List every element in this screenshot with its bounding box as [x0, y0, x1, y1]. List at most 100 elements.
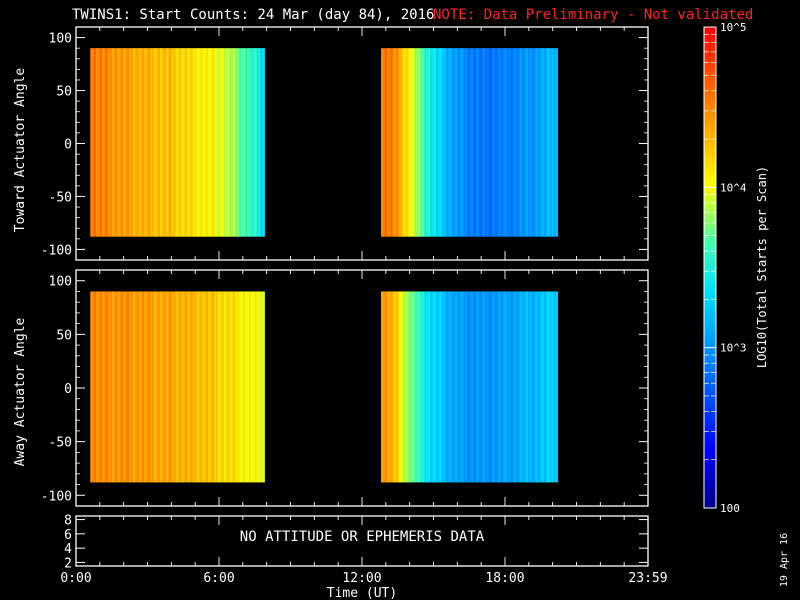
toward-cell: [148, 48, 151, 237]
toward-cell: [231, 48, 234, 237]
away-cell: [500, 291, 504, 483]
away-cell: [200, 291, 204, 483]
toward-cell: [545, 48, 549, 237]
away-cell: [512, 291, 515, 483]
toward-cell: [488, 48, 492, 237]
toward-cell: [469, 48, 472, 237]
away-cell: [175, 291, 178, 483]
away-cell: [555, 291, 559, 483]
toward-cell: [169, 48, 173, 237]
x-tick-label: 23:59: [628, 571, 667, 586]
away-cell: [522, 291, 525, 483]
away-cell: [396, 291, 400, 483]
away-cell: [404, 291, 408, 483]
toward-cell: [465, 48, 468, 237]
toward-cell: [221, 48, 225, 237]
away-cell: [514, 291, 517, 483]
toward-cell: [103, 48, 107, 237]
toward-cell: [132, 48, 136, 237]
away-cell: [430, 291, 433, 483]
away-cell: [428, 291, 431, 483]
away-cell: [138, 291, 142, 483]
colorbar-tick-label: 10^3: [720, 342, 747, 355]
away-cell: [479, 291, 482, 483]
toward-cell: [194, 48, 198, 237]
away-cell: [490, 291, 494, 483]
x-tick-label: 6:00: [203, 571, 234, 586]
toward-cell: [392, 48, 396, 237]
toward-segment-0: [90, 48, 265, 237]
away-cell: [258, 291, 262, 483]
toward-cell: [459, 48, 463, 237]
away-cell: [524, 291, 527, 483]
away-cell: [188, 291, 192, 483]
toward-cell: [518, 48, 521, 237]
away-cell: [416, 291, 419, 483]
toward-cell: [522, 48, 525, 237]
colorbar-tick-label: 10^5: [720, 21, 747, 34]
away-cell: [426, 291, 429, 483]
toward-cell: [241, 48, 244, 237]
toward-cell: [479, 48, 482, 237]
toward-cell: [243, 48, 246, 237]
toward-cell: [252, 48, 256, 237]
away-cell: [262, 291, 265, 483]
ephemeris-ytick-label: 2: [64, 556, 72, 571]
toward-cell: [451, 48, 455, 237]
toward-cell: [514, 48, 517, 237]
toward-cell: [111, 48, 115, 237]
away-cell: [183, 291, 186, 483]
away-cell: [433, 291, 437, 483]
away-cell: [235, 291, 238, 483]
toward-cell: [443, 48, 447, 237]
away-cell: [233, 291, 236, 483]
preliminary-note: NOTE: Data Preliminary - Not validated: [433, 7, 753, 23]
away-cell: [248, 291, 252, 483]
ephemeris-ytick-label: 6: [64, 528, 72, 543]
away-cell: [237, 291, 240, 483]
toward-cell: [128, 48, 132, 237]
toward-ytick-label: -50: [49, 190, 72, 205]
away-cell: [414, 291, 417, 483]
toward-cell: [424, 48, 427, 237]
toward-cell: [441, 48, 445, 237]
toward-cell: [494, 48, 498, 237]
toward-cell: [175, 48, 178, 237]
toward-cell: [150, 48, 153, 237]
toward-cell: [171, 48, 175, 237]
x-tick-label: 18:00: [485, 571, 524, 586]
away-cell: [244, 291, 248, 483]
toward-cell: [432, 48, 435, 237]
toward-cell: [412, 48, 415, 237]
away-cell: [508, 291, 511, 483]
toward-cell: [492, 48, 496, 237]
away-cell: [130, 291, 134, 483]
toward-cell: [92, 48, 95, 237]
away-cell: [537, 291, 541, 483]
toward-cell: [248, 48, 252, 237]
colorbar-ticks: 100 10^3 10^4 10^5: [704, 21, 747, 515]
toward-cell: [212, 48, 215, 237]
chart-title: TWINS1: Start Counts: 24 Mar (day 84), 2…: [72, 7, 434, 23]
toward-cell: [117, 48, 120, 237]
away-cell: [165, 291, 169, 483]
away-cell: [210, 291, 213, 483]
toward-cell: [217, 48, 221, 237]
toward-cell: [414, 48, 417, 237]
toward-cell: [477, 48, 480, 237]
away-cell: [256, 291, 260, 483]
toward-cell: [383, 48, 386, 237]
toward-cell: [200, 48, 204, 237]
away-cell: [152, 291, 155, 483]
away-cell: [219, 291, 223, 483]
toward-cell: [461, 48, 464, 237]
toward-cell: [237, 48, 240, 237]
toward-cell: [90, 48, 93, 237]
toward-cell: [105, 48, 109, 237]
away-cell: [132, 291, 136, 483]
away-cell: [547, 291, 551, 483]
toward-cell: [130, 48, 134, 237]
away-cell: [445, 291, 449, 483]
toward-cell: [539, 48, 543, 237]
